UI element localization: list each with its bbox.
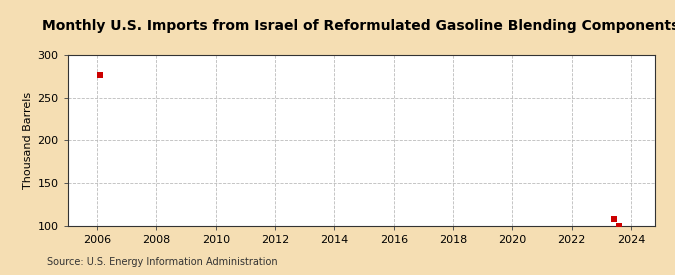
Y-axis label: Thousand Barrels: Thousand Barrels bbox=[23, 92, 33, 189]
Text: Monthly U.S. Imports from Israel of Reformulated Gasoline Blending Components: Monthly U.S. Imports from Israel of Refo… bbox=[43, 19, 675, 33]
Text: Source: U.S. Energy Information Administration: Source: U.S. Energy Information Administ… bbox=[47, 257, 278, 267]
